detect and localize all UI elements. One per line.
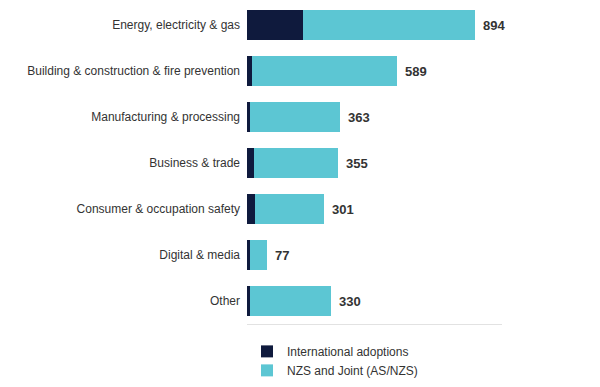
svg-text:Consumer & occupation safety: Consumer & occupation safety: [77, 202, 240, 216]
svg-text:Manufacturing & processing: Manufacturing & processing: [91, 110, 240, 124]
svg-text:International adoptions: International adoptions: [287, 345, 408, 359]
svg-text:Other: Other: [210, 294, 240, 308]
svg-text:330: 330: [339, 294, 361, 309]
svg-text:363: 363: [348, 110, 370, 125]
svg-text:Business & trade: Business & trade: [149, 156, 240, 170]
svg-text:589: 589: [405, 64, 427, 79]
svg-text:301: 301: [332, 202, 354, 217]
svg-text:Energy, electricity & gas: Energy, electricity & gas: [112, 18, 240, 32]
svg-text:355: 355: [346, 156, 368, 171]
svg-text:77: 77: [275, 248, 289, 263]
svg-text:NZS and Joint (AS/NZS): NZS and Joint (AS/NZS): [287, 364, 418, 378]
svg-text:Building & construction & fire: Building & construction & fire preventio…: [27, 64, 240, 78]
svg-text:Digital & media: Digital & media: [159, 248, 240, 262]
svg-text:894: 894: [483, 18, 505, 33]
